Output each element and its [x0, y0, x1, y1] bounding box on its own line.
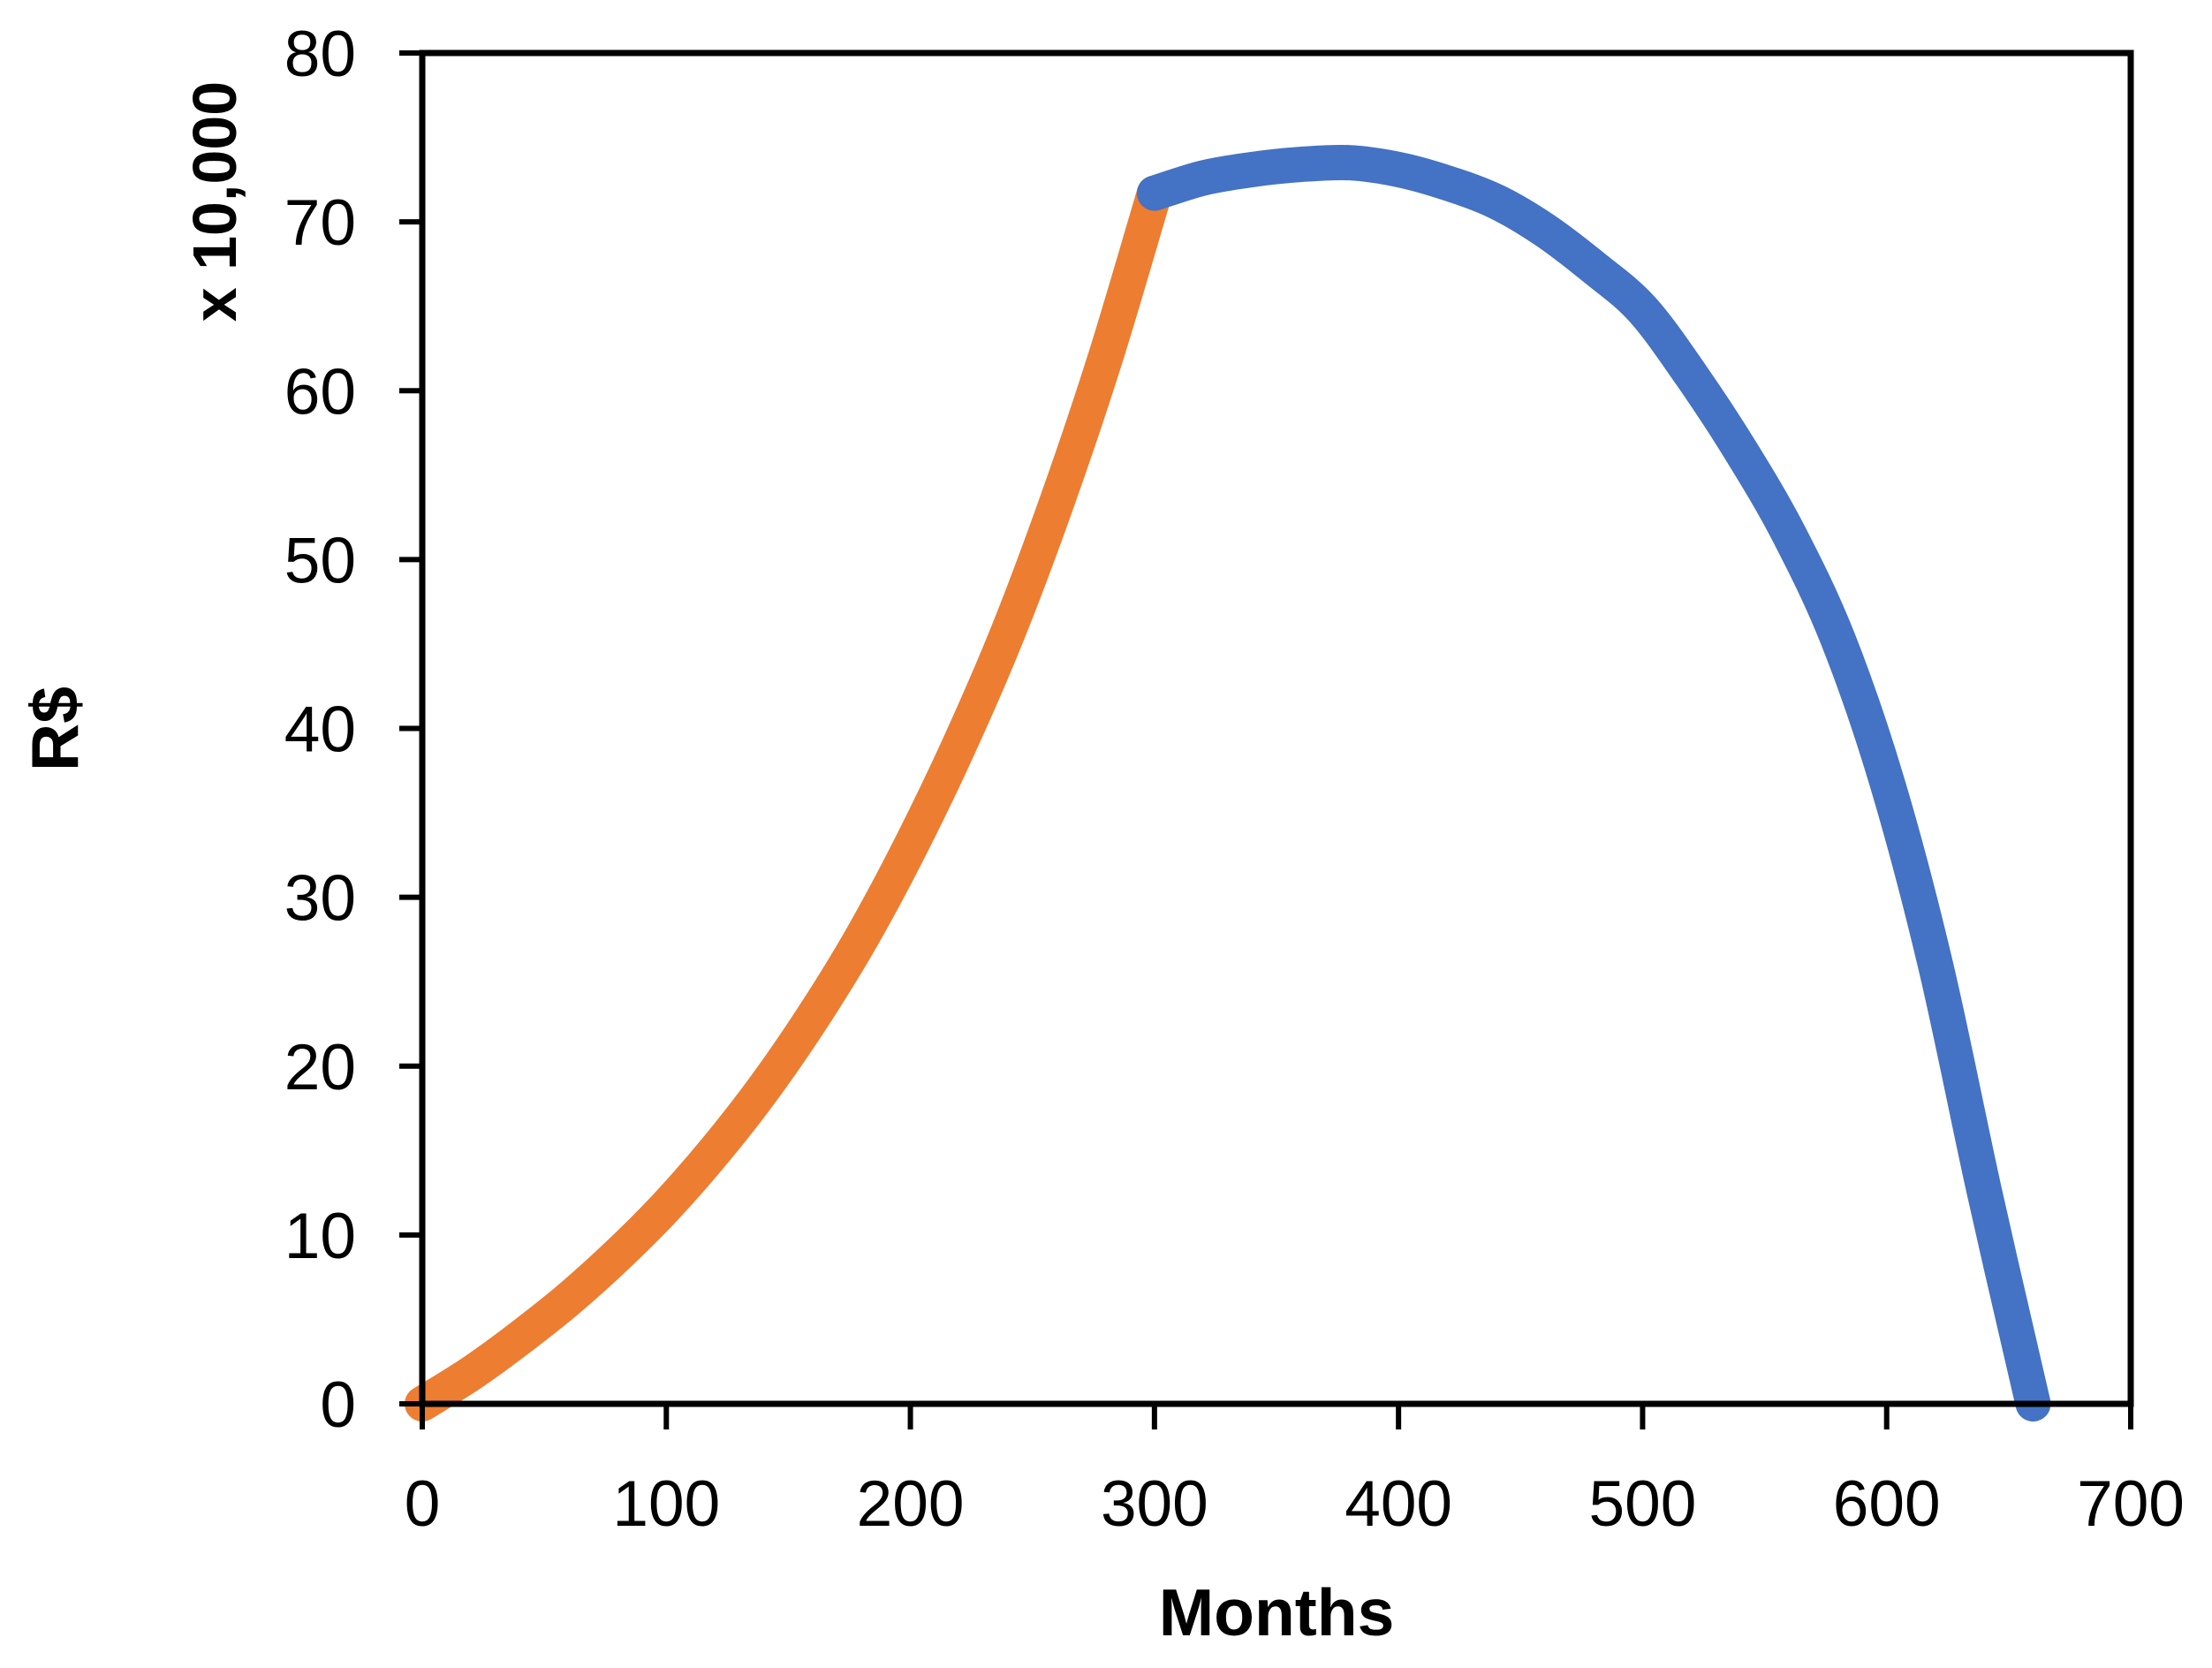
x-axis-tick-label: 600: [1833, 1468, 1941, 1540]
y-axis-tick-label: 70: [284, 187, 356, 259]
series-line-payout-phase: [1136, 144, 2051, 1422]
y-axis-tick-label: 0: [320, 1369, 356, 1441]
y-axis-tick-label: 60: [284, 356, 356, 428]
x-axis-tick-label: 400: [1345, 1468, 1452, 1540]
y-axis-tick-label: 10: [284, 1201, 356, 1272]
x-axis-tick-label: 500: [1589, 1468, 1697, 1540]
x-axis-tick-label: 0: [405, 1468, 441, 1540]
y-axis-ticks: [399, 50, 422, 1406]
x-axis-tick-label: 300: [1101, 1468, 1208, 1540]
y-axis-tick-label: 80: [284, 19, 356, 90]
y-axis-tick-label: 50: [284, 525, 356, 596]
x-axis-ticks: [420, 1404, 2133, 1429]
x-axis-tick-label: 200: [857, 1468, 965, 1540]
y-axis-tick-label: 30: [284, 863, 356, 935]
y-axis-tick-label: 40: [284, 694, 356, 766]
y-axis-units-label: x 10,000: [180, 81, 249, 322]
y-axis-tick-label: 20: [284, 1032, 356, 1103]
series-lines: [405, 144, 2051, 1422]
x-axis-tick-label: 700: [2077, 1468, 2185, 1540]
y-axis-tick-labels: 0 10 20 30 40 50 60 70 80: [284, 19, 356, 1441]
x-axis-title: Months: [1159, 1575, 1395, 1649]
y-axis-title: R$: [18, 686, 92, 771]
x-axis-tick-labels: 0 100 200 300 400 500 600 700: [405, 1468, 2185, 1540]
series-line-accumulation-phase: [405, 175, 1172, 1422]
x-axis-tick-label: 100: [612, 1468, 720, 1540]
